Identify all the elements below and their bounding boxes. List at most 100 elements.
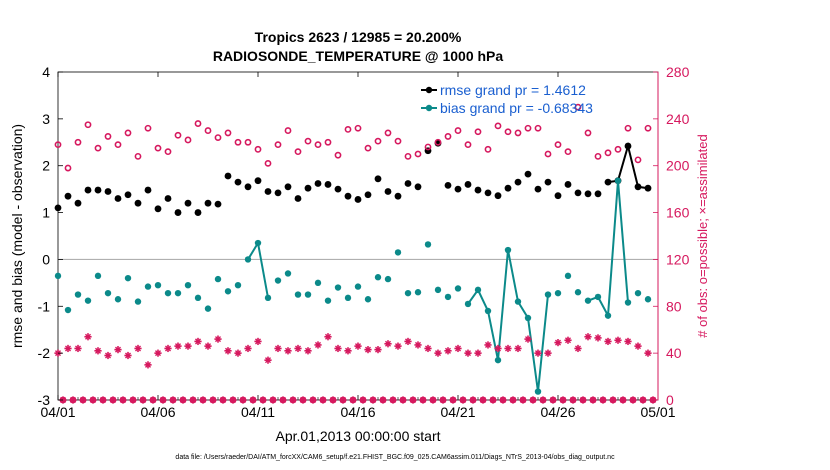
obs-assimilated-zero-point-d2 xyxy=(359,396,367,404)
y-tick-label-right: 40 xyxy=(666,345,682,361)
obs-assimilated-zero-point-d2 xyxy=(299,396,307,404)
y-tick-label-left: 1 xyxy=(42,205,50,221)
obs-assimilated-point-d2 xyxy=(524,336,532,343)
obs-possible-point xyxy=(444,133,452,140)
rmse-point xyxy=(194,209,202,216)
obs-assimilated-zero-point-d2 xyxy=(229,396,237,404)
obs-possible-point xyxy=(84,121,92,129)
rmse-point xyxy=(384,188,392,195)
bias-point xyxy=(344,294,352,302)
y-tick-label-left: -1 xyxy=(38,298,51,314)
bias-point xyxy=(554,289,562,297)
rmse-point xyxy=(334,185,342,193)
rmse-point xyxy=(204,199,212,207)
rmse-point xyxy=(454,185,462,193)
obs-assimilated-zero-point-d2 xyxy=(179,396,187,404)
obs-assimilated-zero-point-d2 xyxy=(399,396,407,404)
bias-point xyxy=(544,291,552,298)
rmse-point xyxy=(534,185,542,193)
rmse-point xyxy=(124,191,132,199)
obs-possible-point xyxy=(224,129,232,137)
rmse-point xyxy=(504,184,512,192)
x-tick-label: 04/16 xyxy=(340,404,375,420)
obs-assimilated-zero-point-d2 xyxy=(269,396,277,404)
obs-possible-point xyxy=(134,152,142,160)
obs-assimilated-zero-point-d2 xyxy=(339,396,347,404)
obs-assimilated-zero-point-d2 xyxy=(429,396,437,404)
obs-possible-point xyxy=(234,138,242,146)
bias-point xyxy=(634,289,642,297)
obs-possible-point xyxy=(64,164,72,172)
y-tick-label-left: 4 xyxy=(42,64,50,80)
data-file-footer: data file: /Users/raeder/DAI/ATM_forcXX/… xyxy=(175,454,615,461)
rmse-point xyxy=(484,189,492,197)
obs-assimilated-zero-point-d2 xyxy=(169,396,177,404)
bias-point xyxy=(284,270,292,277)
obs-assimilated-point-d2 xyxy=(574,345,582,352)
rmse-point xyxy=(134,199,142,207)
obs-assimilated-zero-point-d2 xyxy=(129,396,137,404)
bias-point xyxy=(594,293,602,301)
rmse-point xyxy=(604,178,612,186)
rmse-point xyxy=(244,183,252,191)
obs-assimilated-point-d2 xyxy=(634,343,642,350)
obs-assimilated-point-d2 xyxy=(214,336,222,343)
obs-assimilated-point-d2 xyxy=(534,350,542,357)
obs-assimilated-point-d2 xyxy=(294,345,302,352)
obs-possible-point xyxy=(204,127,212,134)
obs-assimilated-zero-point-d2 xyxy=(569,396,577,404)
rmse-point xyxy=(574,189,582,197)
bias-point xyxy=(254,239,262,247)
obs-assimilated-point-d2 xyxy=(564,337,572,344)
rmse-point xyxy=(324,181,332,188)
obs-possible-point xyxy=(544,150,552,158)
bias-point xyxy=(304,291,312,298)
obs-assimilated-point-d2 xyxy=(354,343,362,350)
obs-possible-point xyxy=(634,156,642,164)
rmse-point xyxy=(224,172,232,180)
rmse-point xyxy=(634,183,642,191)
rmse-point xyxy=(564,181,572,188)
obs-possible-point xyxy=(624,124,632,132)
y-tick-label-left: -2 xyxy=(38,345,51,361)
obs-assimilated-zero-point-d2 xyxy=(189,396,197,404)
obs-assimilated-zero-point-d2 xyxy=(639,396,647,404)
obs-assimilated-zero-point-d2 xyxy=(209,396,217,404)
obs-possible-point xyxy=(604,149,612,157)
obs-assimilated-zero-point-d2 xyxy=(589,396,597,404)
obs-possible-point xyxy=(144,124,152,132)
bias-point xyxy=(144,283,152,290)
obs-possible-point xyxy=(294,148,302,156)
obs-assimilated-zero-point-d2 xyxy=(509,396,517,404)
legend-label-bias: bias grand pr = -0.68343 xyxy=(440,100,593,116)
bias-point xyxy=(74,291,82,298)
obs-possible-point xyxy=(394,137,402,145)
rmse-point xyxy=(364,191,372,199)
obs-assimilated-point-d2 xyxy=(174,343,182,350)
obs-assimilated-zero-point-d2 xyxy=(319,396,327,404)
obs-possible-point xyxy=(214,134,222,141)
obs-assimilated-zero-point-d2 xyxy=(239,396,247,404)
obs-assimilated-point-d2 xyxy=(234,350,242,357)
rmse-point xyxy=(164,195,172,202)
obs-possible-point xyxy=(374,137,382,145)
obs-assimilated-point-d2 xyxy=(164,345,172,352)
obs-assimilated-zero-point-d2 xyxy=(369,396,377,404)
y-tick-label-right: 280 xyxy=(666,64,690,80)
obs-assimilated-point-d2 xyxy=(154,350,162,357)
rmse-point xyxy=(444,181,452,189)
obs-possible-point xyxy=(124,129,132,137)
obs-possible-point xyxy=(514,129,522,137)
obs-assimilated-zero-point-d2 xyxy=(609,396,617,404)
bias-point xyxy=(264,294,272,302)
obs-assimilated-point-d2 xyxy=(474,350,482,357)
bias-point xyxy=(164,289,172,297)
obs-possible-point xyxy=(404,152,412,160)
obs-possible-point xyxy=(504,128,512,136)
rmse-point xyxy=(624,142,632,150)
obs-assimilated-point-d2 xyxy=(424,345,432,352)
chart-title-line2: RADIOSONDE_TEMPERATURE @ 1000 hPa xyxy=(213,48,504,64)
bias-point xyxy=(194,294,202,302)
x-tick-label: 05/01 xyxy=(640,404,675,420)
bias-point xyxy=(84,297,92,304)
